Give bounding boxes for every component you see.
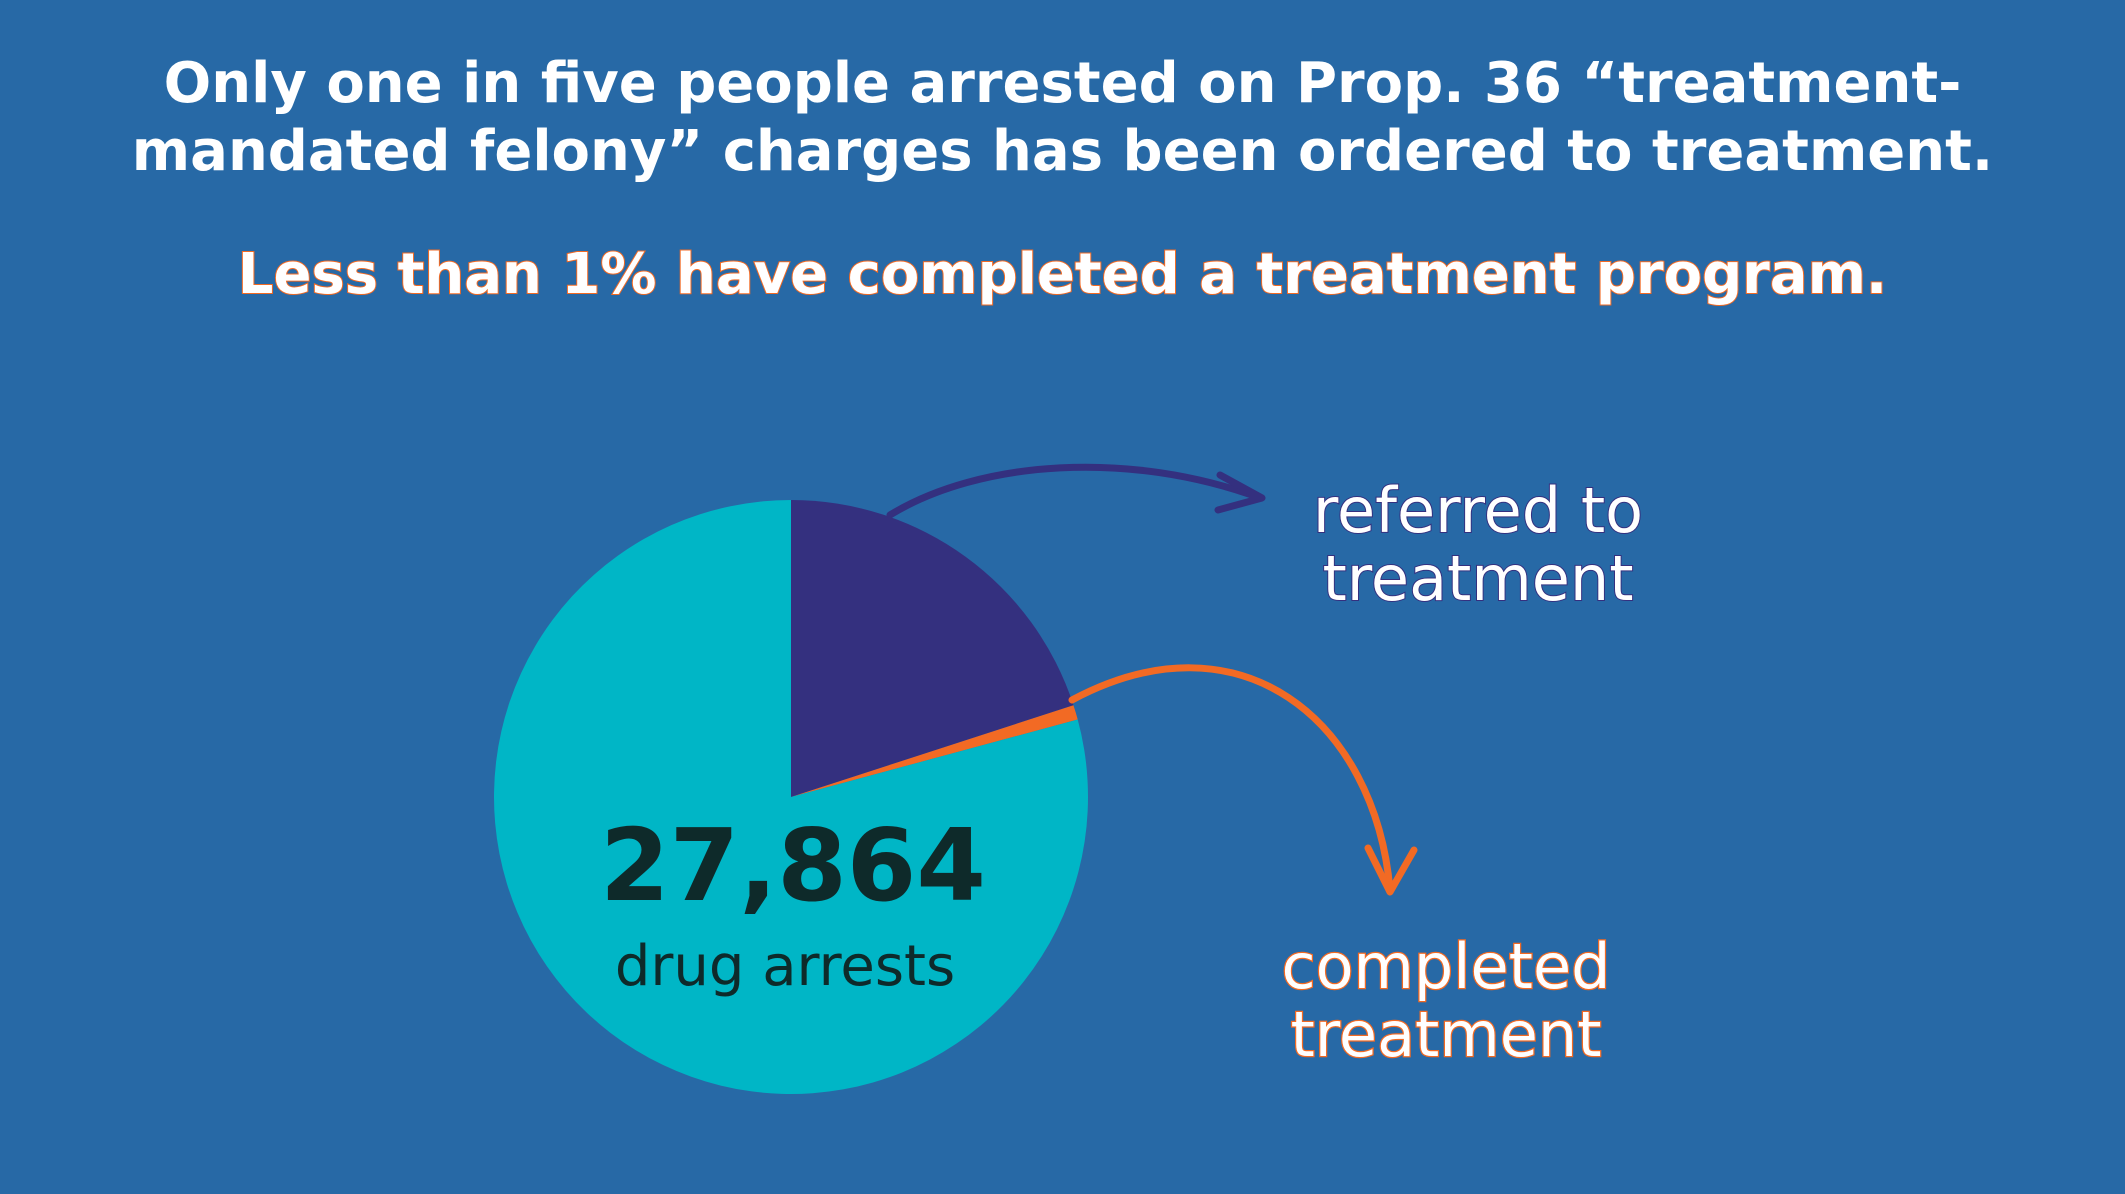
pie-slice-referred-to-treatment xyxy=(791,500,1074,797)
referred-arrow xyxy=(886,463,1264,519)
completed-label-line-1: completed xyxy=(1282,930,1611,1003)
referred-label-line-2: treatment xyxy=(1322,542,1633,615)
total-arrests-label: drug arrests xyxy=(615,934,955,999)
referred-arrowhead xyxy=(1214,471,1266,514)
pie-slice-other xyxy=(494,500,1088,1094)
pie-slices xyxy=(494,500,1088,1094)
headline: Only one in five people arrested on Prop… xyxy=(0,50,2125,186)
completed-arrowhead xyxy=(1364,844,1418,896)
completed-arrow xyxy=(1068,664,1394,894)
referred-label-line-1: referred to xyxy=(1313,474,1643,547)
headline-line-2: mandated felony” charges has been ordere… xyxy=(131,119,1994,184)
total-arrests-value: 27,864 xyxy=(600,807,986,924)
pie-slice-completed-treatment xyxy=(791,705,1078,797)
completed-label-line-2: treatment xyxy=(1290,998,1601,1071)
subheadline: Less than 1% have completed a treatment … xyxy=(237,241,1888,308)
headline-line-1: Only one in five people arrested on Prop… xyxy=(163,51,1962,116)
